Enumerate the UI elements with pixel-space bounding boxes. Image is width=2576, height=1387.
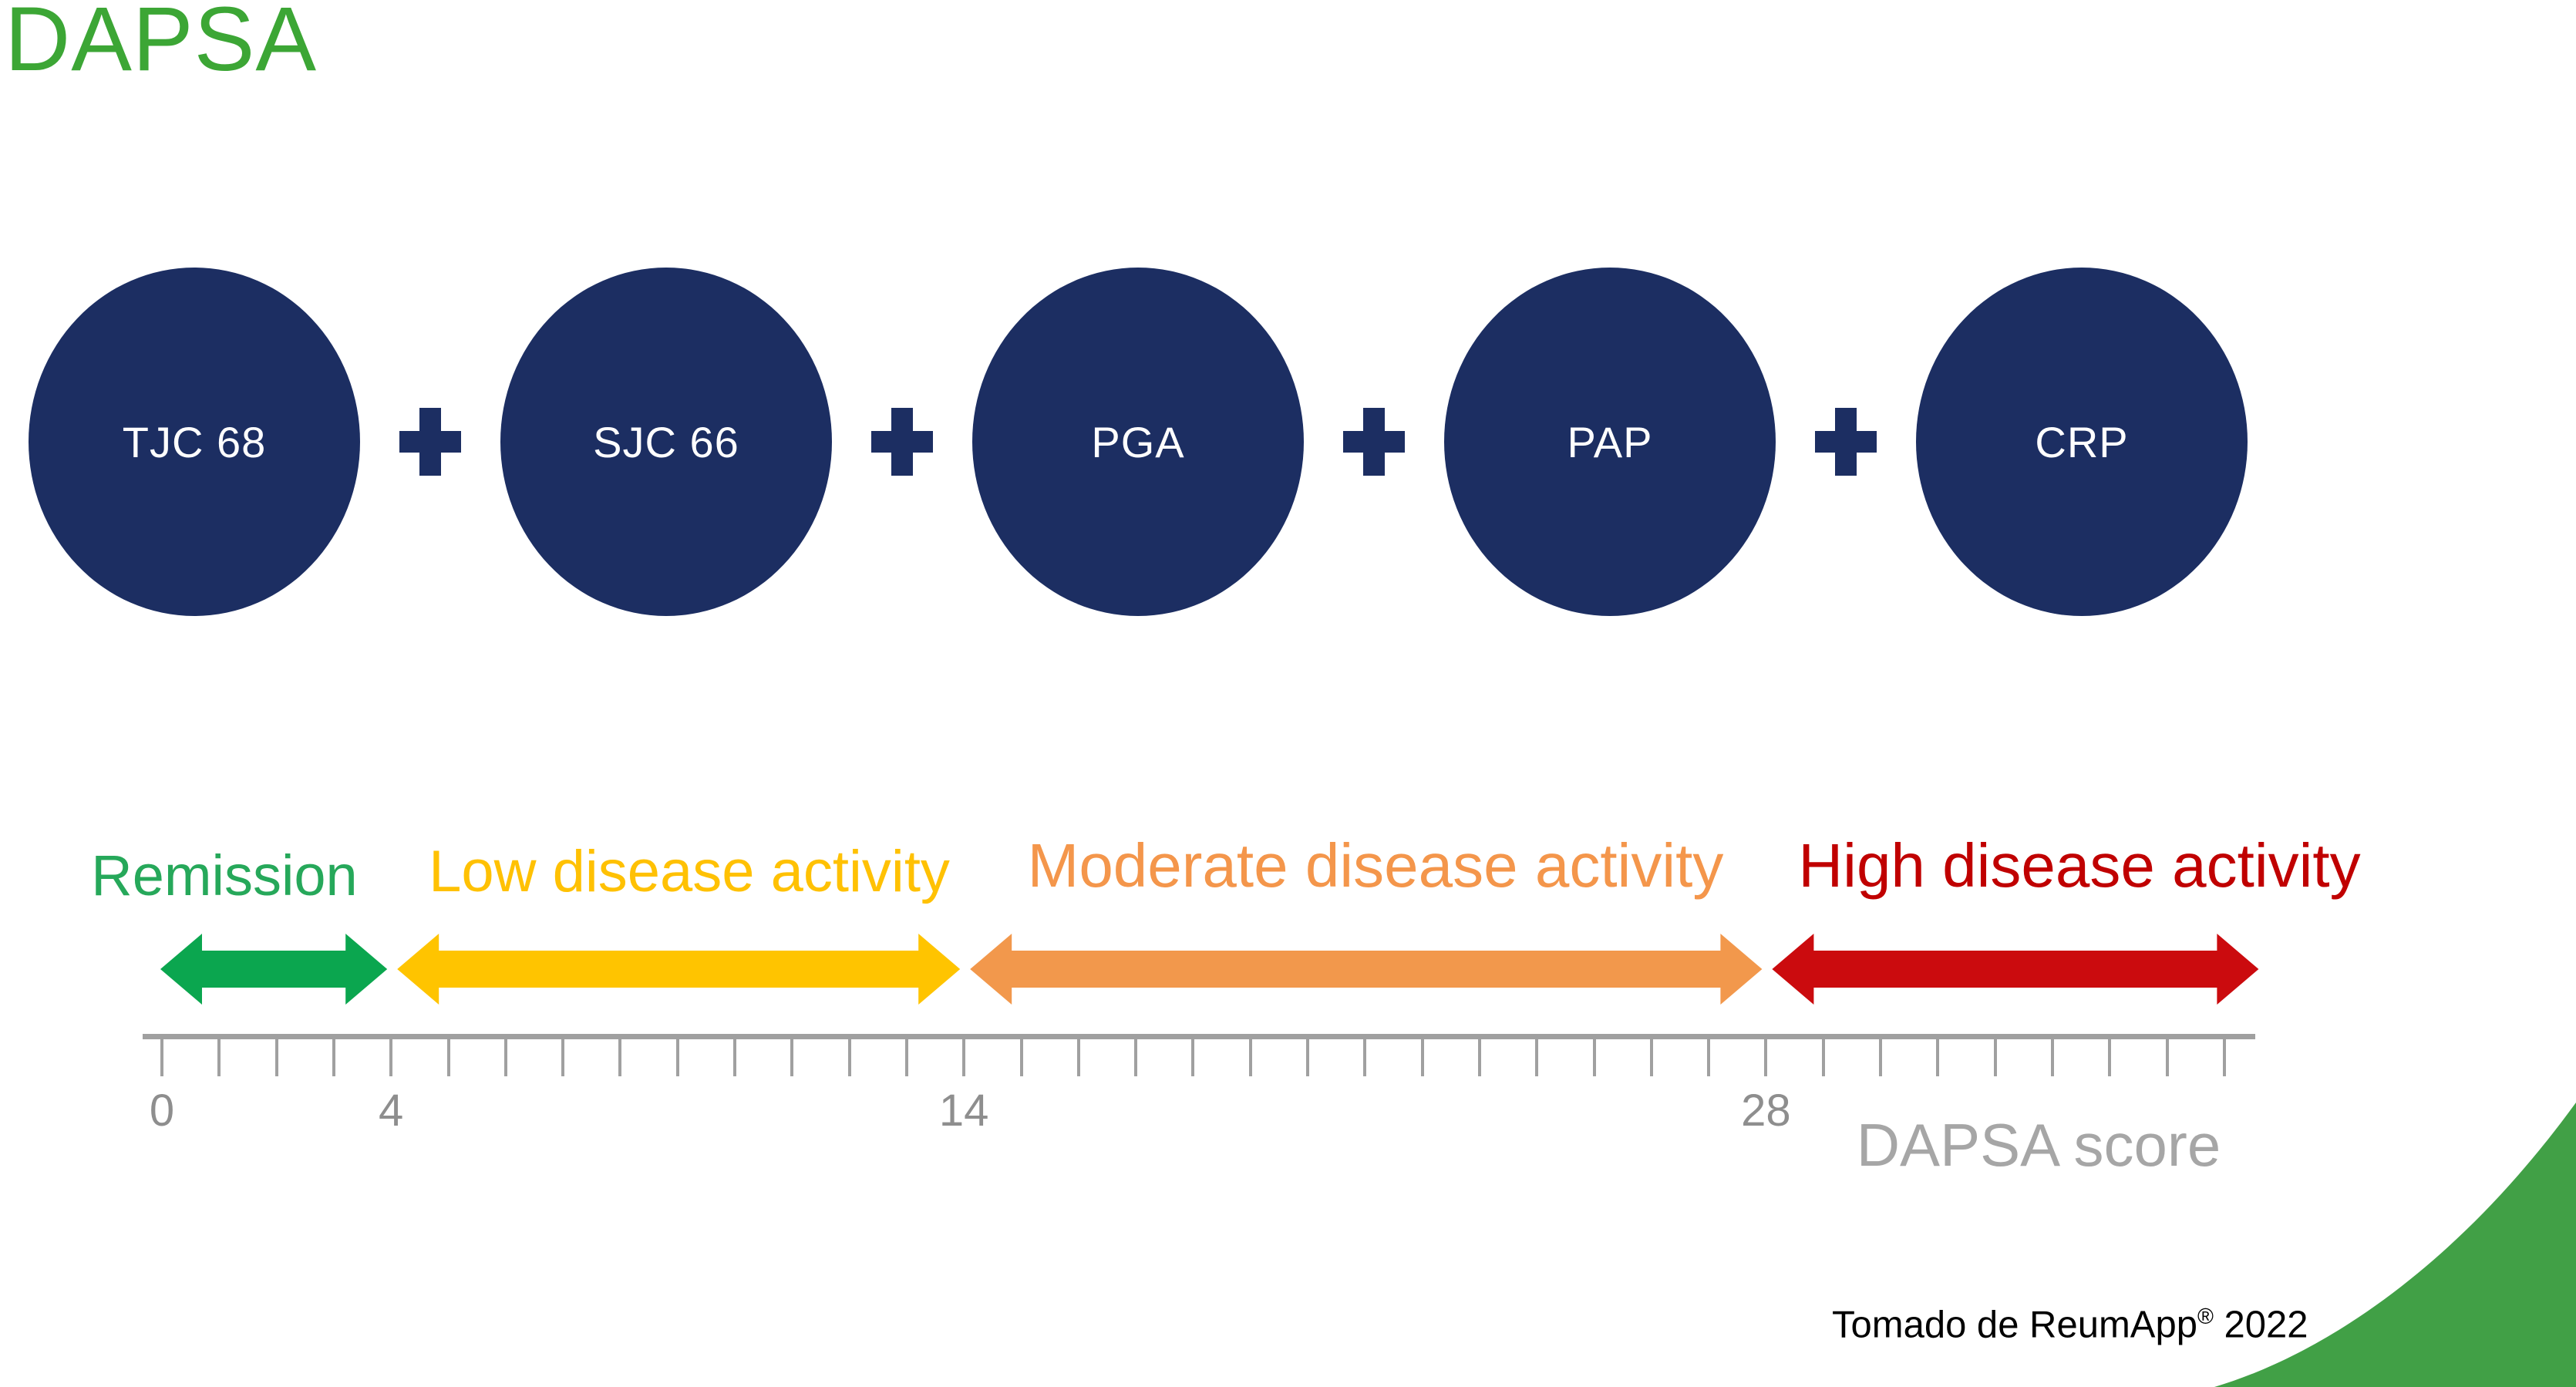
axis-tick-label-4: 4 bbox=[379, 1086, 404, 1136]
axis-tick bbox=[618, 1039, 622, 1076]
plus-icon bbox=[1343, 408, 1405, 476]
axis-tick bbox=[675, 1039, 679, 1076]
axis-tick bbox=[561, 1039, 565, 1076]
formula-circle-tjc-68: TJC 68 bbox=[29, 268, 360, 616]
formula-circle-label: PAP bbox=[1567, 417, 1653, 466]
plus-icon bbox=[871, 408, 933, 476]
zone-label-moderate-disease-activity: Moderate disease activity bbox=[1027, 831, 1724, 900]
axis-tick bbox=[2222, 1039, 2226, 1076]
formula-circle-crp: CRP bbox=[1916, 268, 2248, 616]
axis-tick bbox=[904, 1039, 908, 1076]
axis-tick bbox=[1707, 1039, 1711, 1076]
axis-tick bbox=[1936, 1039, 1940, 1076]
plus-icon-horizontal-bar bbox=[1815, 431, 1877, 453]
formula-circle-pap: PAP bbox=[1444, 268, 1776, 616]
axis-tick bbox=[274, 1039, 278, 1076]
plus-icon bbox=[1815, 408, 1877, 476]
source-caption-text: Tomado de ReumApp bbox=[1832, 1304, 2197, 1346]
plus-icon-horizontal-bar bbox=[1343, 431, 1405, 453]
axis-tick bbox=[217, 1039, 221, 1076]
zone-arrow-high-disease-activity bbox=[1772, 934, 2259, 1005]
dapsa-axis-line bbox=[143, 1034, 2255, 1039]
axis-tick bbox=[733, 1039, 736, 1076]
axis-tick bbox=[1649, 1039, 1653, 1076]
formula-circle-sjc-66: SJC 66 bbox=[500, 268, 832, 616]
formula-circle-pga: PGA bbox=[972, 268, 1304, 616]
axis-tick bbox=[1535, 1039, 1539, 1076]
zone-label-remission: Remission bbox=[91, 843, 358, 907]
axis-tick bbox=[962, 1039, 966, 1076]
plus-icon-horizontal-bar bbox=[871, 431, 933, 453]
axis-tick-label-0: 0 bbox=[149, 1086, 175, 1136]
axis-tick bbox=[1019, 1039, 1023, 1076]
plus-icon bbox=[399, 408, 461, 476]
axis-title: DAPSA score bbox=[1856, 1111, 2221, 1179]
axis-tick-label-28: 28 bbox=[1741, 1086, 1791, 1136]
axis-tick bbox=[1420, 1039, 1424, 1076]
zone-label-high-disease-activity: High disease activity bbox=[1798, 831, 2361, 900]
plus-icon-horizontal-bar bbox=[399, 431, 461, 453]
axis-tick bbox=[2165, 1039, 2169, 1076]
axis-tick bbox=[503, 1039, 507, 1076]
source-caption-year: 2022 bbox=[2213, 1304, 2308, 1346]
axis-tick bbox=[1134, 1039, 1138, 1076]
axis-tick bbox=[1248, 1039, 1252, 1076]
zone-arrow-remission bbox=[160, 934, 388, 1005]
source-caption: Tomado de ReumApp® 2022 bbox=[1832, 1306, 2308, 1344]
axis-tick bbox=[1477, 1039, 1481, 1076]
axis-tick bbox=[1764, 1039, 1768, 1076]
axis-tick bbox=[2108, 1039, 2112, 1076]
axis-tick-label-14: 14 bbox=[938, 1086, 989, 1136]
axis-tick bbox=[2050, 1039, 2054, 1076]
axis-tick bbox=[1993, 1039, 1997, 1076]
formula-circle-label: SJC 66 bbox=[593, 417, 739, 466]
zone-arrow-moderate-disease-activity bbox=[970, 934, 1763, 1005]
axis-tick bbox=[847, 1039, 851, 1076]
axis-tick bbox=[332, 1039, 335, 1076]
axis-tick bbox=[1821, 1039, 1825, 1076]
axis-tick bbox=[446, 1039, 450, 1076]
zone-label-low-disease-activity: Low disease activity bbox=[429, 839, 950, 904]
axis-tick bbox=[1306, 1039, 1309, 1076]
formula-circle-label: TJC 68 bbox=[122, 417, 267, 466]
formula-circle-label: PGA bbox=[1091, 417, 1185, 466]
axis-tick bbox=[1879, 1039, 1882, 1076]
page-title: DAPSA bbox=[5, 0, 318, 90]
registered-trademark-icon: ® bbox=[2197, 1305, 2214, 1329]
axis-tick bbox=[790, 1039, 794, 1076]
axis-tick bbox=[1363, 1039, 1367, 1076]
zone-arrow-low-disease-activity bbox=[397, 934, 961, 1005]
axis-tick bbox=[389, 1039, 393, 1076]
axis-tick bbox=[160, 1039, 163, 1076]
formula-circle-label: CRP bbox=[2035, 417, 2129, 466]
axis-tick bbox=[1076, 1039, 1080, 1076]
axis-tick bbox=[1191, 1039, 1195, 1076]
axis-tick bbox=[1592, 1039, 1596, 1076]
